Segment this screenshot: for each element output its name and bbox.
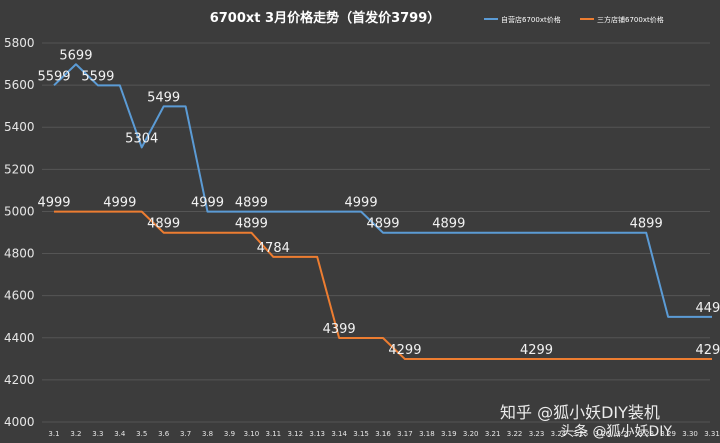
y-tick-label: 5800	[4, 36, 35, 50]
x-tick-label: 3.3	[92, 430, 103, 438]
x-tick-label: 3.15	[353, 430, 369, 438]
data-label-series-1: 5599	[81, 69, 114, 84]
x-tick-label: 3.26	[595, 430, 611, 438]
data-label-series-1: 4899	[630, 217, 663, 232]
data-label-series-1: 4899	[432, 217, 465, 232]
x-tick-label: 3.1	[48, 430, 59, 438]
data-label-series-2: 4399	[323, 322, 356, 337]
x-tick-label: 3.18	[419, 430, 435, 438]
x-tick-label: 3.5	[136, 430, 147, 438]
y-tick-label: 4200	[4, 373, 35, 387]
y-tick-label: 4400	[4, 331, 35, 345]
data-label-series-2: 4299	[695, 343, 720, 358]
legend-label-2: 三方店铺6700xt价格	[597, 15, 664, 24]
y-tick-label: 4800	[4, 247, 35, 261]
x-tick-label: 3.16	[375, 430, 391, 438]
data-label-series-2: 4299	[520, 343, 553, 358]
data-label-series-2: 4899	[235, 217, 268, 232]
x-tick-label: 3.17	[397, 430, 413, 438]
x-tick-label: 3.28	[638, 430, 654, 438]
x-tick-label: 3.6	[158, 430, 170, 438]
x-tick-label: 3.23	[529, 430, 545, 438]
x-tick-label: 3.4	[114, 430, 126, 438]
x-tick-label: 3.21	[485, 430, 501, 438]
x-tick-label: 3.27	[616, 430, 632, 438]
data-label-series-1: 4899	[235, 196, 268, 211]
x-tick-label: 3.2	[70, 430, 81, 438]
y-tick-label: 5600	[4, 78, 35, 92]
y-tick-label: 5400	[4, 120, 35, 134]
data-label-series-2: 4999	[103, 196, 136, 211]
data-labels: 5599 5699 5599 5304 5499 4999 4899 4999 4899 4899…	[37, 48, 720, 358]
watermark-zhihu: 知乎 @狐小妖DIY装机	[500, 403, 660, 422]
data-label-series-2: 4999	[37, 196, 70, 211]
x-tick-label: 3.10	[244, 430, 260, 438]
chart-legend: 自营店6700xt价格 三方店铺6700xt价格	[484, 15, 664, 24]
x-tick-label: 3.31	[704, 430, 720, 438]
chart-title: 6700xt 3月价格走势（首发价3799）	[210, 10, 441, 26]
x-tick-label: 3.29	[660, 430, 676, 438]
x-tick-label: 3.7	[180, 430, 191, 438]
x-axis: 3.1 3.2 3.3 3.4 3.5 3.6 3.7 3.8 3.9 3.10 3.11 3.12 3…	[48, 430, 719, 438]
x-tick-label: 3.12	[287, 430, 303, 438]
series-line-1	[53, 63, 712, 318]
x-tick-label: 3.14	[331, 430, 347, 438]
y-tick-label: 4000	[4, 415, 35, 429]
x-tick-label: 3.11	[266, 430, 282, 438]
x-tick-label: 3.30	[682, 430, 698, 438]
data-label-series-2: 4784	[257, 241, 290, 256]
x-tick-label: 3.20	[463, 430, 479, 438]
x-tick-label: 3.9	[224, 430, 235, 438]
series-line-2	[54, 210, 712, 361]
data-label-series-1: 5499	[147, 90, 180, 105]
y-tick-label: 4600	[4, 289, 35, 303]
x-tick-label: 3.13	[309, 430, 325, 438]
x-tick-label: 3.25	[573, 430, 589, 438]
watermark-toutiao: 头条 @狐小妖DIY	[560, 423, 672, 440]
y-tick-label: 5000	[4, 204, 35, 218]
y-axis: 4000 4200 4400 4600 4800 5000 5200 5400 5600 5800	[4, 36, 35, 429]
y-tick-label: 5200	[4, 162, 35, 176]
legend-label-1: 自营店6700xt价格	[501, 15, 561, 24]
data-label-series-2: 4299	[388, 343, 421, 358]
x-tick-label: 3.8	[202, 430, 213, 438]
x-tick-label: 3.19	[441, 430, 457, 438]
x-tick-label: 3.24	[551, 430, 567, 438]
data-label-series-1: 5699	[59, 48, 92, 63]
data-label-series-1: 4999	[345, 196, 378, 211]
data-label-series-2: 4899	[147, 217, 180, 232]
data-label-series-1: 4899	[366, 217, 399, 232]
data-label-series-1: 5304	[125, 131, 158, 146]
data-label-series-1: 4499	[695, 301, 720, 316]
series-group	[53, 63, 712, 361]
data-label-series-1: 5599	[37, 69, 70, 84]
x-tick-label: 3.22	[507, 430, 523, 438]
data-label-series-1: 4999	[191, 196, 224, 211]
